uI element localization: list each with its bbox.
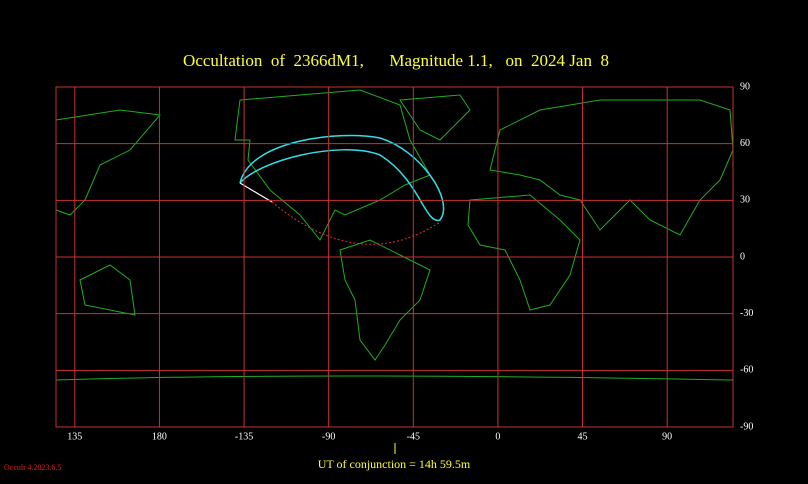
y-tick-label: -90 xyxy=(740,421,753,432)
x-tick-label: 90 xyxy=(662,431,672,442)
x-tick-label: 180 xyxy=(152,431,167,442)
east-asia xyxy=(55,109,161,216)
x-tick-label: -45 xyxy=(407,431,420,442)
path-limit xyxy=(239,182,273,203)
occultation-path xyxy=(239,134,445,221)
x-tick-label: 0 xyxy=(495,431,500,442)
version: Occult 4.2023.6.5 xyxy=(4,463,61,472)
y-tick-label: 0 xyxy=(740,251,745,262)
y-tick-label: -30 xyxy=(740,308,753,319)
y-tick-label: 30 xyxy=(740,195,750,206)
x-tick-label: 135 xyxy=(67,431,82,442)
y-tick-label: 60 xyxy=(740,138,750,149)
australia xyxy=(79,264,136,316)
y-tick-label: 90 xyxy=(740,81,750,92)
greenland xyxy=(399,94,471,141)
y-tick-label: -60 xyxy=(740,365,753,376)
eurasia xyxy=(489,99,734,236)
daylight-path xyxy=(271,201,441,245)
x-tick-label: 45 xyxy=(578,431,588,442)
africa xyxy=(467,194,581,311)
plot-area xyxy=(55,89,734,381)
antarctica xyxy=(55,375,734,381)
chart-title: Occultation of 2366dM1, Magnitude 1.1, o… xyxy=(183,51,609,70)
north-america xyxy=(234,89,431,241)
south-america xyxy=(339,239,431,361)
x-tick-label: -135 xyxy=(235,431,253,442)
coastlines xyxy=(55,89,734,381)
x-tick-label: -90 xyxy=(322,431,335,442)
footer: UT of conjunction = 14h 59.5m xyxy=(318,457,471,471)
